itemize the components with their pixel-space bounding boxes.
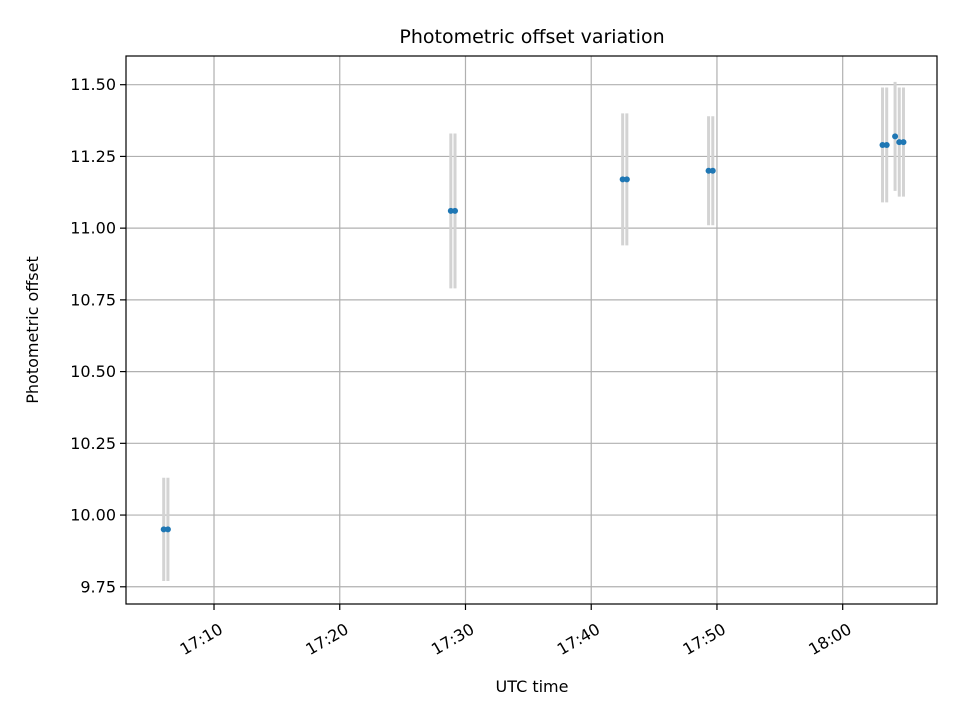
data-point bbox=[623, 176, 630, 183]
y-tick-label: 10.50 bbox=[70, 362, 116, 381]
y-tick-label: 10.25 bbox=[70, 434, 116, 453]
data-point bbox=[900, 139, 907, 146]
data-point bbox=[892, 133, 899, 140]
y-tick-label: 11.50 bbox=[70, 75, 116, 94]
y-tick-label: 11.00 bbox=[70, 219, 116, 238]
data-point bbox=[164, 526, 171, 533]
grid bbox=[126, 56, 937, 604]
data-point bbox=[452, 207, 459, 214]
plot-frame bbox=[125, 55, 938, 605]
data-point bbox=[447, 207, 454, 214]
y-axis-title: Photometric offset bbox=[23, 256, 42, 404]
x-axis-title: UTC time bbox=[496, 677, 569, 696]
chart-title: Photometric offset variation bbox=[399, 26, 664, 48]
data-point bbox=[705, 167, 712, 174]
data-point bbox=[619, 176, 626, 183]
data-point bbox=[896, 139, 903, 146]
y-tick-label: 11.25 bbox=[70, 147, 116, 166]
data-point bbox=[879, 141, 886, 148]
y-tick-label: 9.75 bbox=[80, 577, 116, 596]
data-point bbox=[160, 526, 167, 533]
data-point bbox=[709, 167, 716, 174]
y-tick-label: 10.75 bbox=[70, 290, 116, 309]
data-markers bbox=[160, 133, 907, 533]
y-axis: 9.75 10.00 10.25 10.50 10.75 11.00 11.25 11.50 bbox=[70, 75, 126, 596]
y-tick-label: 10.00 bbox=[70, 506, 116, 525]
data-point bbox=[883, 141, 890, 148]
